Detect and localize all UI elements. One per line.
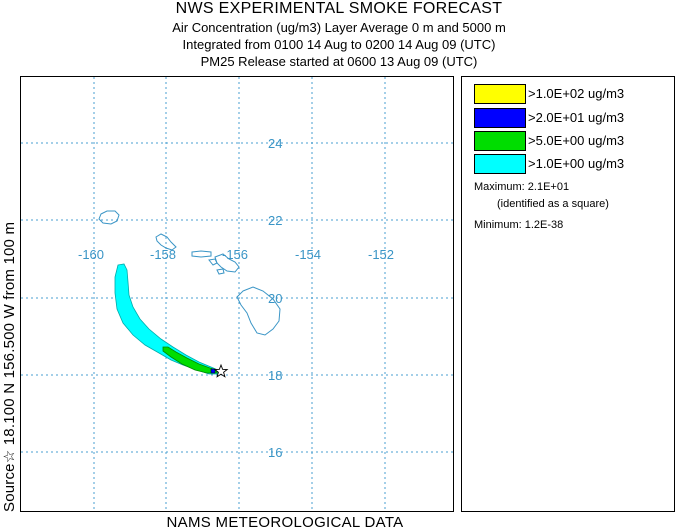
legend-swatch-blue [474,108,526,128]
lat-tick-labels: 24 22 20 18 16 [268,136,282,460]
subtitle-integration: Integrated from 0100 14 Aug to 0200 14 A… [182,37,496,52]
map-title: NWS EXPERIMENTAL SMOKE FORECAST [175,0,503,17]
legend-label: >2.0E+01 ug/m3 [528,110,625,125]
island-molokai [191,250,212,258]
graticule [21,77,453,511]
lat-tick-label: 24 [268,136,282,151]
lon-tick-label: -158 [150,247,176,262]
lat-tick-label: 16 [268,445,282,460]
island-maui [214,253,240,273]
maximum-note: (identified as a square) [497,198,609,210]
legend-swatch-green [474,131,526,151]
minimum-value: Minimum: 1.2E-38 [474,219,564,231]
lon-tick-label: -152 [368,247,394,262]
lon-tick-label: -156 [222,247,248,262]
island-kauai [98,210,120,225]
island-kahoolawe [216,268,225,275]
lat-tick-label: 20 [268,291,282,306]
source-location-label: Source☆ 18.100 N 156.500 W from 100 m [1,221,18,512]
legend-swatch-yellow [474,84,526,104]
subtitle-concentration: Air Concentration (ug/m3) Layer Average … [172,20,506,35]
legend-panel: >1.0E+02 ug/m3 >2.0E+01 ug/m3 >5.0E+00 u… [461,76,675,512]
meteorological-data-label: NAMS METEOROLOGICAL DATA [166,514,404,531]
island-hawaii [236,286,281,336]
maximum-value: Maximum: 2.1E+01 [474,181,570,193]
subtitle-release: PM25 Release started at 0600 13 Aug 09 (… [200,54,478,69]
lon-tick-label: -154 [295,247,321,262]
legend-label: >1.0E+02 ug/m3 [528,86,625,101]
source-star-icon [213,363,229,378]
lat-tick-label: 18 [268,368,282,383]
legend-label: >1.0E+00 ug/m3 [528,156,625,171]
coastlines [98,210,281,336]
maximum-square [210,368,216,374]
legend-label: >5.0E+00 ug/m3 [528,133,625,148]
map-canvas: -160 -158 -156 -154 -152 24 22 20 18 16 [21,77,453,511]
plume-contour-1e0 [114,263,220,375]
map-panel: -160 -158 -156 -154 -152 24 22 20 18 16 [20,76,454,512]
lon-tick-label: -160 [78,247,104,262]
island-oahu [155,233,177,251]
lat-tick-label: 22 [268,213,282,228]
legend-swatch-cyan [474,154,526,174]
lon-tick-labels: -160 -158 -156 -154 -152 [78,247,394,262]
